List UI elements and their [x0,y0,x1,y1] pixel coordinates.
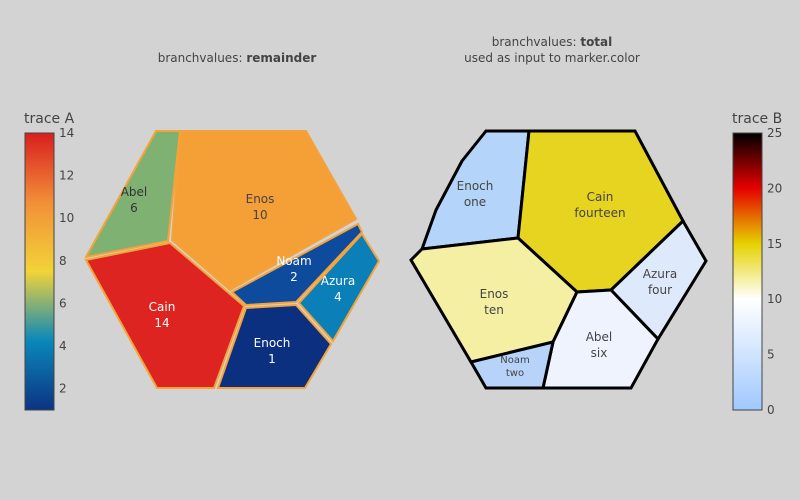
cell-b-azura-value: four [648,283,672,297]
chart-a-title: branchvalues: remainder [158,51,317,65]
colorbar-b-ticks: 0 5 10 15 20 25 [767,126,782,417]
colorbar-a-title: trace A [24,111,75,127]
colorbar-a-tick-12: 12 [59,169,74,183]
cell-a-azura-value: 4 [334,290,342,304]
chart-b-title-prefix: branchvalues: [492,35,581,49]
colorbar-a-tick-8: 8 [59,254,67,268]
cell-b-noam-value: two [506,368,524,379]
cell-a-noam-value: 2 [290,270,298,284]
chart-a: Abel 6 Enos 10 Cain 14 Noam 2 Azura 4 En… [84,130,381,389]
cell-b-noam-label: Noam [500,355,529,366]
cell-b-enos-label: Enos [480,287,509,301]
cell-b-abel-value: six [591,346,608,360]
chart-b-title-bold: total [580,35,612,49]
cell-a-noam-label: Noam [276,254,311,268]
cell-a-azura-label: Azura [321,274,355,288]
cell-a-abel-value: 6 [130,201,138,215]
colorbar-b-tick-0: 0 [767,403,775,417]
chart-a-title-prefix: branchvalues: [158,51,247,65]
colorbar-b-tick-10: 10 [767,292,782,306]
cell-b-enos-value: ten [484,303,504,317]
colorbar-a-ticks: 2 4 6 8 10 12 14 [59,126,74,396]
cell-a-cain-label: Cain [149,300,176,314]
cell-b-cain-label: Cain [587,190,614,204]
chart-b: Enoch one Cain fourteen Enos ten Azura f… [409,129,708,390]
cell-a-cain-value: 14 [154,316,169,330]
colorbar-b-gradient [732,132,763,411]
cell-b-abel-label: Abel [586,330,613,344]
cell-a-enos-label: Enos [246,192,275,206]
cell-b-enoch-label: Enoch [457,179,494,193]
colorbar-a-gradient [24,132,55,411]
cell-a-enos[interactable] [170,130,358,292]
cell-a-enos-value: 10 [252,208,267,222]
cell-a-azura[interactable] [297,232,381,343]
chart-b-subtitle: used as input to marker.color [464,51,640,65]
colorbar-b-tick-15: 15 [767,237,782,251]
colorbar-b-tick-25: 25 [767,126,782,140]
cell-a-enoch-label: Enoch [254,336,291,350]
cell-a-abel-label: Abel [121,185,148,199]
cell-b-cain-value: fourteen [574,206,625,220]
colorbar-a-tick-10: 10 [59,211,74,225]
colorbar-a-tick-2: 2 [59,382,67,396]
cell-b-enoch-value: one [464,195,486,209]
colorbar-a: trace A 2 4 6 8 10 12 14 [24,111,75,411]
colorbar-a-tick-14: 14 [59,126,74,140]
colorbar-b-tick-5: 5 [767,348,775,362]
cell-a-noam[interactable] [230,222,364,307]
cell-a-cain[interactable] [84,241,246,389]
chart-a-title-bold: remainder [246,51,316,65]
colorbar-b-tick-20: 20 [767,181,782,195]
colorbar-a-tick-6: 6 [59,296,67,310]
colorbar-b: trace B 0 5 10 15 20 25 [732,111,782,417]
cell-b-azura-label: Azura [643,267,677,281]
colorbar-a-tick-4: 4 [59,339,67,353]
cell-a-enoch[interactable] [216,303,333,389]
chart-b-title: branchvalues: total [492,35,613,49]
cell-a-enoch-value: 1 [268,352,276,366]
cell-b-noam[interactable] [468,339,555,390]
colorbar-b-title: trace B [732,111,782,127]
